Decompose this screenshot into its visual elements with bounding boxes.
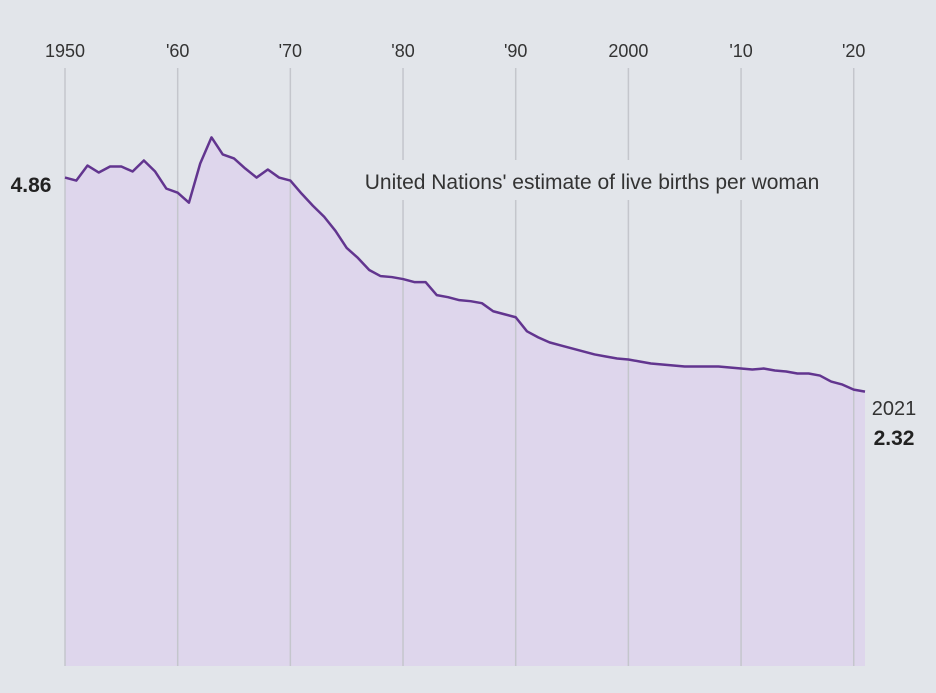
x-tick-label-2010: '10 [729,41,752,61]
gridlines [64,68,855,666]
series-area-fill [65,137,865,666]
series-line [64,136,866,393]
x-tick-label-1970: '70 [279,41,302,61]
x-tick-label-2000: 2000 [608,41,648,61]
x-tick-label-1980: '80 [391,41,414,61]
area-layer [65,137,865,666]
x-axis-tick-labels: 1950 '60 '70 '80 '90 2000 '10 '20 [45,41,865,61]
series-annotation: United Nations' estimate of live births … [365,171,820,194]
x-tick-label-1990: '90 [504,41,527,61]
x-tick-label-1960: '60 [166,41,189,61]
end-year-label: 2021 [872,398,917,420]
line-layer [64,136,866,393]
x-tick-label-2020: '20 [842,41,865,61]
end-value-label: 2.32 [874,427,915,450]
start-value-label: 4.86 [11,174,52,197]
x-tick-label-1950: 1950 [45,41,85,61]
